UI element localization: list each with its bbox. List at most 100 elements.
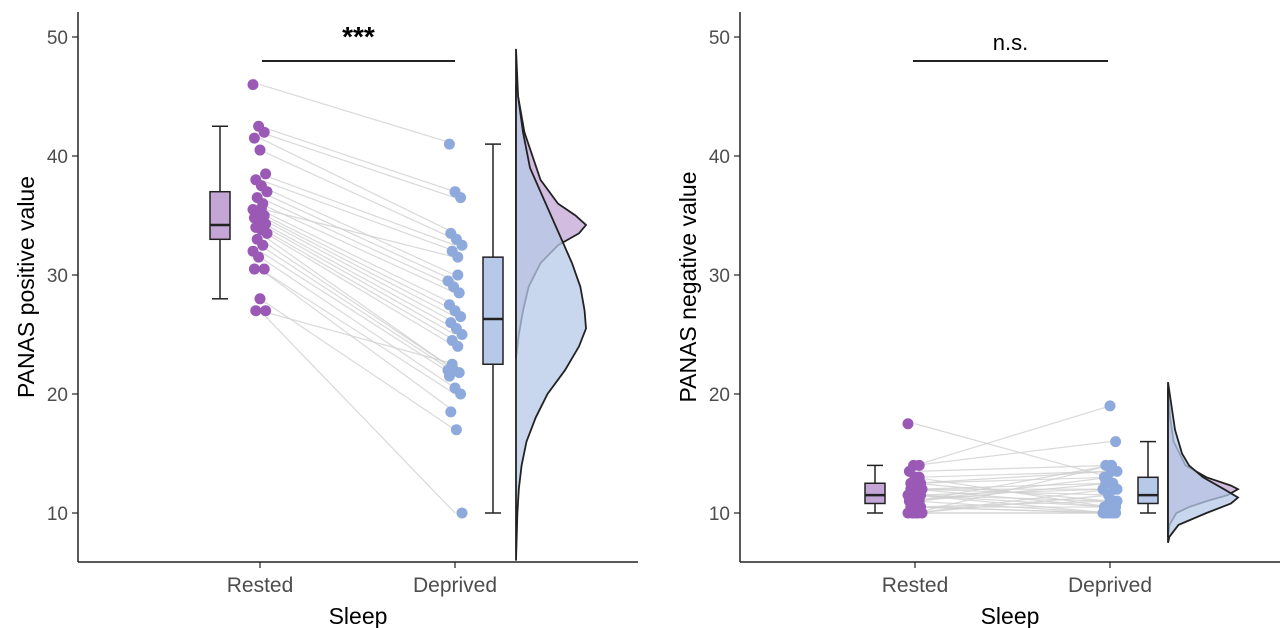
significance-label: *** <box>342 21 375 52</box>
pair-line <box>259 84 456 145</box>
x-tick-label: Deprived <box>413 574 497 597</box>
point-deprived <box>450 424 462 436</box>
pair-line <box>259 268 456 413</box>
pair-line <box>259 207 456 258</box>
pair-line <box>259 310 456 514</box>
y-tick-label: 20 <box>47 385 68 406</box>
pair-line <box>259 214 456 318</box>
density-deprived <box>1167 381 1240 543</box>
point-deprived <box>455 388 467 400</box>
point-deprived <box>1105 459 1117 471</box>
point-deprived <box>456 239 468 251</box>
point-deprived <box>1111 483 1123 495</box>
pair-line <box>259 191 456 282</box>
pair-line <box>259 149 456 240</box>
pair-line <box>914 464 1111 502</box>
y-axis-label: PANAS positive value <box>13 176 39 398</box>
pair-line <box>914 470 1111 478</box>
point-deprived <box>455 192 467 204</box>
point-deprived <box>443 138 455 150</box>
pair-line <box>259 131 456 199</box>
y-tick-label: 10 <box>47 504 68 525</box>
panel-negative: 10 20 30 40 50 Rested Deprived Sleep PANAS negat… <box>675 12 1280 628</box>
point-deprived <box>445 406 457 418</box>
pair-line <box>259 212 456 312</box>
point-rested <box>261 227 273 239</box>
y-tick-label: 50 <box>709 28 730 49</box>
point-deprived <box>443 370 455 382</box>
point-deprived <box>456 329 468 340</box>
point-rested <box>254 144 266 156</box>
point-rested <box>248 132 260 144</box>
y-tick-label: 10 <box>709 504 730 525</box>
y-tick-label: 30 <box>709 266 730 287</box>
point-rested <box>257 239 269 251</box>
point-rested <box>910 501 922 513</box>
box-deprived <box>482 256 504 365</box>
pair-line <box>259 185 456 276</box>
point-rested <box>260 168 272 180</box>
box-rested <box>209 190 231 241</box>
y-axis-label: PANAS negative value <box>675 172 701 403</box>
pair-line <box>259 137 456 234</box>
y-tick-label: 20 <box>709 385 730 406</box>
point-rested <box>913 459 925 471</box>
panel-positive: 10 20 30 40 50 Rested Deprived Sleep PANAS posit… <box>13 12 638 628</box>
point-rested <box>260 305 272 317</box>
box-rested <box>864 482 886 505</box>
pair-line <box>259 220 456 330</box>
y-tick-label: 50 <box>47 28 68 49</box>
point-deprived <box>1107 507 1119 519</box>
point-rested <box>905 483 917 495</box>
pair-line <box>259 238 456 371</box>
pair-line <box>259 223 456 336</box>
pair-line <box>914 405 1111 466</box>
point-deprived <box>453 287 465 299</box>
significance-label: n.s. <box>993 30 1028 55</box>
pair-line <box>914 488 1111 508</box>
pair-line <box>914 482 1111 490</box>
pair-line <box>259 197 456 288</box>
point-rested <box>902 418 914 430</box>
pair-line <box>259 310 456 365</box>
pair-line <box>259 298 456 431</box>
point-rested <box>261 186 273 198</box>
x-axis-label: Sleep <box>981 603 1040 628</box>
pair-line <box>259 229 456 347</box>
point-deprived <box>446 358 458 370</box>
x-tick-label: Rested <box>227 574 294 597</box>
box-deprived <box>1137 476 1159 505</box>
pair-line <box>914 464 1111 514</box>
pair-line <box>259 203 456 294</box>
pair-line <box>259 217 456 324</box>
point-rested <box>913 471 925 483</box>
point-deprived <box>452 340 464 352</box>
pair-line <box>259 226 456 341</box>
pair-line <box>259 256 456 389</box>
point-deprived <box>455 311 467 323</box>
point-rested <box>255 202 267 214</box>
x-tick-label: Rested <box>882 574 949 597</box>
point-rested <box>247 79 259 91</box>
point-deprived <box>452 269 464 281</box>
pair-line <box>259 209 456 306</box>
point-rested <box>258 126 270 138</box>
x-axis-label: Sleep <box>329 603 388 628</box>
point-deprived <box>456 507 468 519</box>
pair-line <box>259 232 456 371</box>
pair-line <box>259 179 456 252</box>
point-deprived <box>452 251 464 263</box>
point-deprived <box>1100 471 1112 483</box>
point-deprived <box>453 367 465 379</box>
pair-line <box>259 173 456 246</box>
pair-line <box>914 488 1111 514</box>
pair-line <box>259 244 456 374</box>
y-tick-label: 40 <box>709 147 730 168</box>
pair-line <box>914 423 1111 478</box>
pair-line <box>259 125 456 193</box>
point-rested <box>253 251 265 263</box>
pair-line <box>259 268 456 395</box>
pair-line <box>914 441 1111 466</box>
point-rested <box>254 293 266 305</box>
